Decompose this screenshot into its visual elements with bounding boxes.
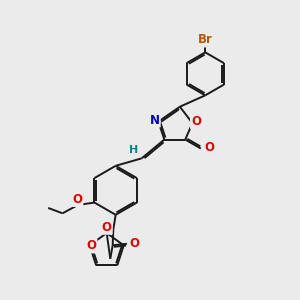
Text: O: O xyxy=(102,221,112,234)
Text: N: N xyxy=(150,114,160,127)
Text: H: H xyxy=(129,145,138,155)
Text: O: O xyxy=(204,140,214,154)
Text: Br: Br xyxy=(198,33,213,46)
Text: O: O xyxy=(72,193,82,206)
Text: Br: Br xyxy=(198,33,213,46)
Text: O: O xyxy=(191,115,201,128)
Text: O: O xyxy=(86,239,97,253)
Text: O: O xyxy=(130,237,140,250)
